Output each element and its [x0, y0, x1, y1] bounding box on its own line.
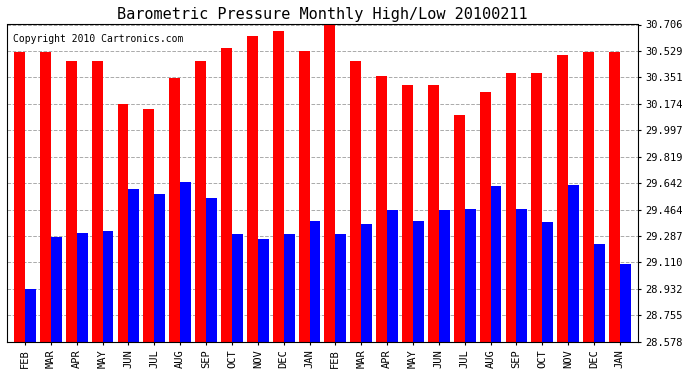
Bar	[144, 109, 155, 342]
Bar	[362, 224, 372, 342]
Bar	[558, 55, 568, 342]
Bar	[155, 194, 165, 342]
Bar	[542, 222, 553, 342]
Bar	[169, 78, 180, 342]
Bar	[387, 210, 398, 342]
Bar	[195, 61, 206, 342]
Bar	[351, 61, 362, 342]
Bar	[594, 244, 605, 342]
Bar	[376, 76, 387, 342]
Bar	[77, 232, 88, 342]
Bar	[14, 52, 25, 342]
Bar	[103, 231, 113, 342]
Bar	[402, 85, 413, 342]
Bar	[439, 210, 450, 342]
Bar	[273, 32, 284, 342]
Bar	[25, 289, 36, 342]
Bar	[232, 234, 243, 342]
Bar	[51, 237, 62, 342]
Bar	[464, 209, 475, 342]
Bar	[491, 186, 502, 342]
Bar	[128, 189, 139, 342]
Bar	[428, 85, 439, 342]
Bar	[516, 209, 527, 342]
Bar	[221, 48, 232, 342]
Bar	[454, 115, 464, 342]
Bar	[117, 104, 128, 342]
Bar	[40, 52, 51, 342]
Bar	[324, 22, 335, 342]
Bar	[180, 182, 191, 342]
Bar	[92, 61, 103, 342]
Bar	[299, 51, 310, 342]
Bar	[506, 73, 516, 342]
Bar	[247, 36, 258, 342]
Bar	[284, 234, 295, 342]
Bar	[413, 220, 424, 342]
Bar	[568, 185, 579, 342]
Bar	[335, 234, 346, 342]
Bar	[258, 238, 268, 342]
Bar	[583, 52, 594, 342]
Bar	[609, 52, 620, 342]
Bar	[206, 198, 217, 342]
Bar	[531, 73, 542, 342]
Bar	[66, 61, 77, 342]
Title: Barometric Pressure Monthly High/Low 20100211: Barometric Pressure Monthly High/Low 201…	[117, 7, 528, 22]
Bar	[620, 264, 631, 342]
Bar	[480, 93, 491, 342]
Bar	[310, 220, 320, 342]
Text: Copyright 2010 Cartronics.com: Copyright 2010 Cartronics.com	[13, 34, 184, 44]
